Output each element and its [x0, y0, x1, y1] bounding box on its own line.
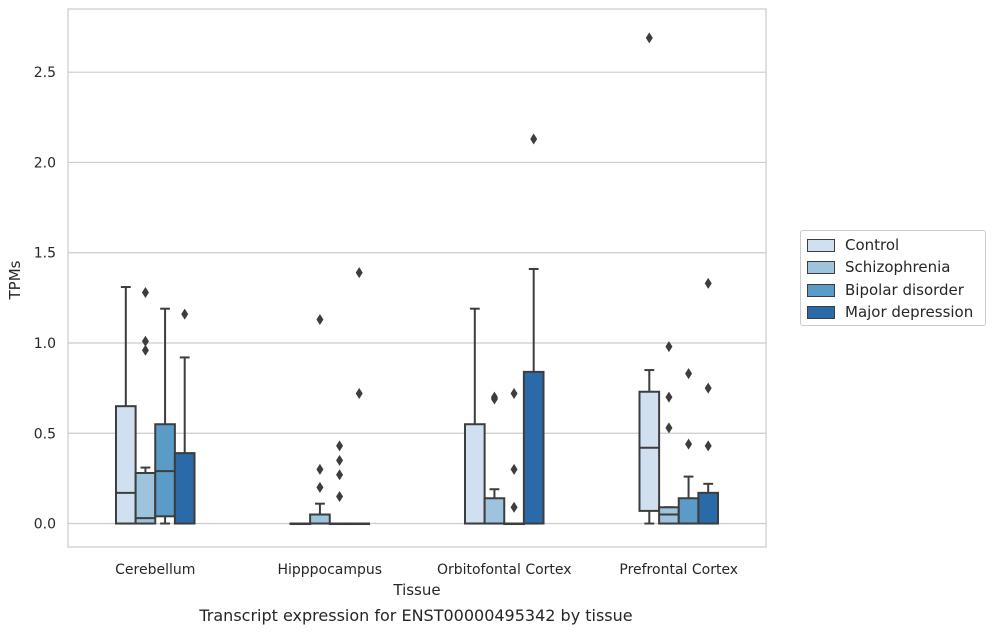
outlier-point — [336, 469, 344, 481]
box-body — [677, 497, 700, 525]
outlier-point — [181, 308, 189, 320]
outlier-point — [336, 440, 344, 452]
outlier-point — [685, 368, 693, 380]
outlier-point — [316, 481, 324, 493]
legend-item-bipolar-disorder: Bipolar disorder — [807, 280, 964, 300]
x-tick-label: Hipppocampus — [277, 562, 382, 578]
y-tick-label: 2.0 — [34, 155, 56, 171]
x-tick-label: Prefrontal Cortex — [619, 562, 738, 578]
outlier-point — [510, 388, 518, 400]
box-control — [638, 32, 661, 525]
outlier-point — [665, 422, 673, 434]
plot-frame — [67, 8, 767, 548]
legend-label-control: Control — [845, 236, 900, 254]
outlier-point — [355, 388, 363, 400]
outlier-point — [704, 277, 712, 289]
box-bipolar-disorder — [677, 368, 700, 525]
legend-swatch-bipolar-disorder — [807, 283, 835, 297]
outlier-point — [510, 501, 518, 513]
outlier-point — [530, 133, 538, 145]
outlier-point — [316, 314, 324, 326]
box-body — [134, 471, 157, 525]
box-schizophrenia — [658, 341, 680, 525]
box-body — [114, 405, 137, 525]
x-tick-label: Orbitofontal Cortex — [437, 562, 572, 578]
y-tick-label: 0.0 — [34, 517, 56, 533]
box-major-depression — [173, 308, 196, 525]
outlier-point — [685, 438, 693, 450]
box-schizophrenia — [309, 314, 331, 525]
box-body — [173, 452, 196, 525]
legend-item-major-depression: Major depression — [807, 302, 973, 322]
box-bipolar-disorder — [503, 388, 525, 526]
box-body — [638, 390, 661, 512]
box-body — [463, 423, 486, 525]
y-tick-labels: 0.0 0.5 1.0 1.5 2.0 2.5 — [34, 65, 56, 532]
legend: Control Schizophrenia Bipolar disorder M… — [800, 230, 986, 326]
legend-swatch-control — [807, 238, 835, 252]
y-tick-label: 1.0 — [34, 336, 56, 352]
outlier-point — [355, 267, 363, 279]
box-control — [114, 286, 137, 525]
outlier-point — [141, 344, 149, 356]
outlier-point — [645, 32, 653, 44]
y-tick-label: 2.5 — [34, 65, 56, 81]
legend-label-major-depression: Major depression — [845, 303, 974, 321]
x-axis-label: Tissue — [392, 581, 440, 599]
legend-label-schizophrenia: Schizophrenia — [845, 258, 951, 276]
box-body — [522, 370, 545, 525]
box-control — [289, 522, 312, 526]
box-schizophrenia — [483, 391, 506, 525]
box-body — [309, 513, 331, 525]
outlier-point — [316, 463, 324, 475]
legend-item-schizophrenia: Schizophrenia — [807, 257, 950, 277]
box-body — [483, 497, 506, 525]
box-major-depression — [697, 277, 720, 525]
x-tick-labels: Cerebellum Hipppocampus Orbitofontal Corte… — [115, 562, 738, 578]
outlier-point — [704, 440, 712, 452]
chart-caption: Transcript expression for ENST0000049534… — [199, 606, 633, 625]
box-major-depression — [522, 133, 545, 525]
outlier-point — [141, 335, 149, 347]
box-control — [463, 307, 486, 525]
outlier-point — [490, 393, 498, 405]
y-tick-label: 0.5 — [34, 426, 56, 442]
boxes — [114, 32, 720, 526]
box-schizophrenia — [134, 286, 157, 525]
outlier-point — [141, 286, 149, 298]
box-bipolar-disorder — [154, 307, 176, 525]
outlier-point — [336, 490, 344, 502]
legend-item-control: Control — [807, 235, 899, 255]
y-tick-label: 1.5 — [34, 246, 56, 262]
box-body — [697, 491, 720, 525]
box-bipolar-disorder — [328, 440, 351, 526]
legend-swatch-major-depression — [807, 305, 835, 319]
legend-label-bipolar-disorder: Bipolar disorder — [845, 281, 964, 299]
outlier-point — [665, 391, 673, 403]
y-axis-label: TPMs — [6, 260, 24, 300]
box-major-depression — [348, 267, 371, 526]
outlier-point — [665, 341, 673, 353]
outlier-point — [336, 454, 344, 466]
x-tick-label: Cerebellum — [115, 562, 195, 578]
outlier-point — [510, 463, 518, 475]
legend-swatch-schizophrenia — [807, 260, 835, 274]
outlier-point — [704, 382, 712, 394]
